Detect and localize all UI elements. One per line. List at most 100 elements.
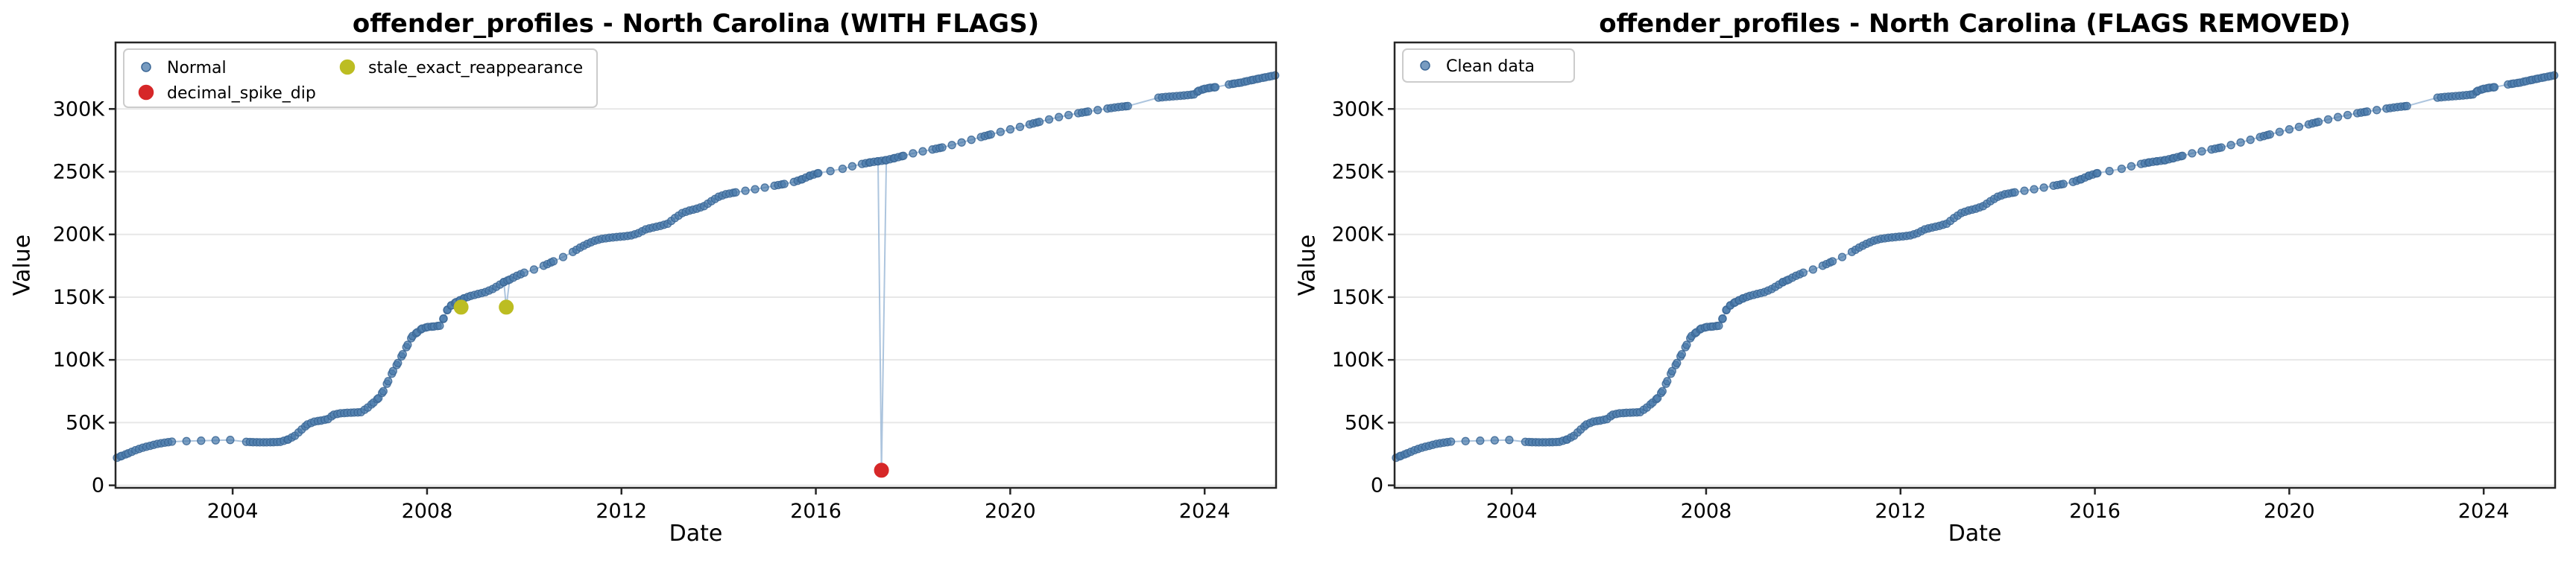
legend-label: stale_exact_reappearance: [368, 59, 583, 77]
data-point: [2285, 125, 2294, 134]
plot-border: [1393, 41, 2557, 489]
series-line: [1395, 74, 2554, 459]
data-point: [760, 183, 769, 192]
data-point: [394, 358, 402, 368]
data-point: [838, 164, 847, 174]
data-point: [1035, 117, 1044, 127]
data-point: [549, 257, 558, 266]
data-point: [388, 366, 397, 375]
data-point: [1677, 349, 1686, 359]
data-point: [1837, 252, 1847, 261]
data-point: [967, 136, 976, 144]
data-point: [2490, 83, 2499, 92]
y-tick-label: 300K: [1332, 98, 1385, 121]
data-point: [1667, 366, 1676, 375]
data-point: [182, 436, 191, 445]
chart-canvas-flags-removed: 2004 2008 2012 2016 2020 2024 0 50K 100K 150K 200K…: [1332, 41, 2559, 523]
data-point: [1505, 436, 1514, 445]
normal-points-group: [113, 71, 1280, 463]
data-point: [379, 387, 388, 395]
flag-point-decimal_spike_dip: [874, 463, 889, 478]
data-point: [1054, 112, 1064, 121]
data-point: [1799, 268, 1808, 277]
data-point: [1015, 122, 1025, 132]
y-axis-label: Value: [1294, 234, 1321, 296]
data-point: [558, 252, 568, 261]
data-point: [167, 437, 177, 446]
y-tick-label: 300K: [53, 98, 106, 121]
legend: Clean data: [1402, 48, 1575, 83]
data-point: [2402, 101, 2411, 111]
legend-label: Normal: [167, 59, 227, 77]
data-point: [1123, 101, 1132, 111]
data-point: [1084, 107, 1093, 116]
data-point: [2275, 127, 2284, 136]
y-tick-label: 100K: [53, 349, 106, 372]
data-point: [2550, 71, 2559, 80]
data-point: [1828, 257, 1837, 266]
data-point: [2117, 164, 2127, 174]
data-point: [1064, 110, 1073, 120]
x-tick-label: 2008: [1681, 500, 1732, 523]
y-tick-label: 0: [1371, 474, 1383, 498]
data-point: [2236, 138, 2245, 147]
data-point: [2188, 149, 2197, 158]
data-point: [2373, 106, 2381, 115]
data-point: [986, 130, 995, 139]
data-point: [529, 265, 539, 274]
data-point: [2030, 185, 2039, 194]
legend-marker-Clean data: [1420, 60, 1430, 71]
x-tick-label: 2004: [1486, 500, 1538, 523]
y-axis-label: Value: [9, 234, 36, 296]
data-point: [814, 168, 823, 178]
data-point: [2294, 122, 2304, 132]
data-point: [1093, 106, 1102, 115]
data-point: [1271, 71, 1280, 80]
legend-label: Clean data: [1446, 57, 1535, 76]
data-point: [1718, 314, 1727, 323]
data-point: [1673, 358, 1682, 368]
x-tick-label: 2020: [985, 500, 1036, 523]
data-point: [899, 151, 908, 160]
chart-panel-with-flags: 2004 2008 2012 2016 2020 2024 0 50K 100K 150K 200K…: [9, 9, 1280, 547]
legend: Normal decimal_spike_dip stale_exact_reapp…: [123, 48, 598, 108]
data-point: [731, 188, 740, 197]
data-point: [2105, 167, 2114, 176]
data-point: [1682, 340, 1691, 349]
x-tick-label: 2012: [596, 500, 647, 523]
data-point: [226, 436, 235, 445]
data-point: [826, 167, 835, 176]
data-point: [520, 268, 528, 277]
x-tick-label: 2008: [402, 500, 453, 523]
data-point: [384, 377, 393, 386]
x-tick-label: 2004: [207, 500, 259, 523]
data-point: [2314, 117, 2323, 127]
data-point: [1446, 437, 1456, 446]
normal-points-group: [1392, 71, 2559, 463]
data-point: [2197, 147, 2206, 156]
y-tick-label: 150K: [1332, 286, 1385, 309]
data-point: [918, 147, 927, 156]
chart-panel-flags-removed: 2004 2008 2012 2016 2020 2024 0 50K 100K 150K 200K…: [1288, 0, 2576, 572]
x-axis-label: Date: [1948, 521, 2002, 547]
data-point: [2333, 112, 2343, 121]
y-tick-label: 100K: [1332, 349, 1385, 372]
data-point: [2323, 115, 2333, 124]
data-point: [398, 349, 407, 359]
data-point: [1808, 265, 1818, 274]
x-tick-label: 2012: [1875, 500, 1926, 523]
data-point: [909, 149, 918, 158]
data-point: [2217, 143, 2226, 152]
data-point: [847, 162, 857, 171]
y-tick-label: 200K: [1332, 223, 1385, 247]
chart-canvas-with-flags: 2004 2008 2012 2016 2020 2024 0 50K 100K 150K 200K…: [53, 41, 1280, 523]
data-point: [2343, 110, 2352, 120]
data-point: [2226, 141, 2235, 150]
data-point: [1210, 83, 1220, 92]
data-point: [1476, 436, 1485, 445]
data-point: [403, 340, 412, 349]
data-point: [439, 314, 448, 323]
data-point: [2265, 130, 2274, 139]
data-point: [2178, 151, 2187, 160]
